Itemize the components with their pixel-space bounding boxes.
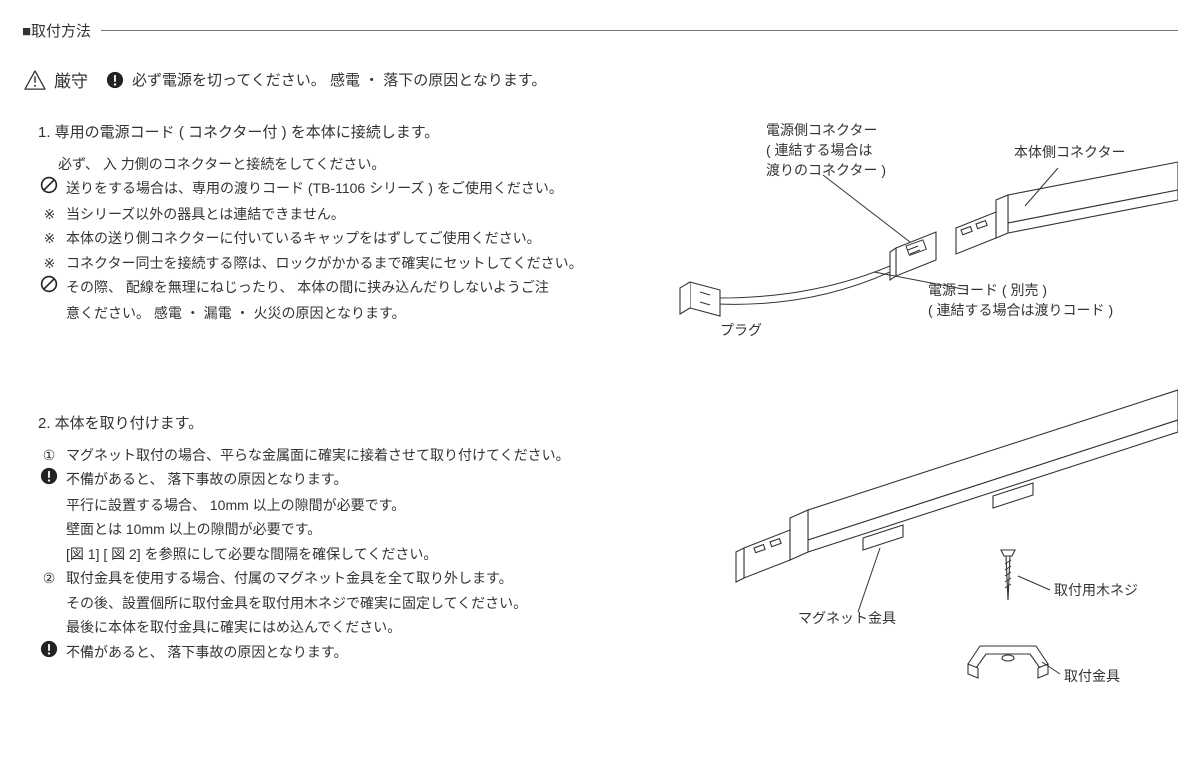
step1-line-2: ※ 当シリーズ以外の器具とは連結できません。 bbox=[22, 202, 640, 227]
diagram-1: 電源側コネクター ( 連結する場合は 渡りのコネクター ) 本体側コネクター 電… bbox=[658, 120, 1178, 350]
circled-1-marker: ① bbox=[38, 443, 60, 468]
caution-genshu: 厳守 bbox=[54, 67, 88, 92]
right-column: 電源側コネクター ( 連結する場合は 渡りのコネクター ) 本体側コネクター 電… bbox=[658, 120, 1178, 700]
diag2-label-b: 取付用木ネジ bbox=[1054, 580, 1138, 600]
main-columns: 1. 専用の電源コード ( コネクター付 ) を本体に接続します。 必ず、 入 … bbox=[22, 120, 1178, 700]
exclamation-circle-icon bbox=[38, 467, 60, 493]
step1-head-1: 1. 専用の電源コード ( コネクター付 ) を本体に接続します。 bbox=[38, 120, 640, 146]
title-text: ■取付方法 bbox=[22, 20, 91, 41]
step2-text-1: マグネット取付の場合、平らな金属面に確実に接着させて取り付けてください。 bbox=[66, 443, 570, 468]
step1-text-5a: その際、 配線を無理にねじったり、 本体の間に挟み込んだりしないようご注 bbox=[66, 275, 549, 300]
diag1-label-d: 本体側コネクター bbox=[1014, 142, 1125, 162]
note-marker: ※ bbox=[38, 226, 60, 251]
diag2-label-a: マグネット金具 bbox=[798, 608, 896, 628]
diag1-label-b: ( 連結する場合は bbox=[766, 140, 873, 160]
step2-text-2: 不備があると、 落下事故の原因となります。 bbox=[66, 467, 348, 492]
step1-text-5b: 意ください。 感電 ・ 漏電 ・ 火災の原因となります。 bbox=[22, 301, 640, 326]
step1-text-3: 本体の送り側コネクターに付いているキャップをはずしてご使用ください。 bbox=[66, 226, 541, 251]
step2-head: 2. 本体を取り付けます。 bbox=[38, 411, 640, 437]
step2-line-2: 不備があると、 落下事故の原因となります。 bbox=[22, 467, 640, 493]
step1-line-4: ※ コネクター同士を接続する際は、ロックがかかるまで確実にセットしてください。 bbox=[22, 251, 640, 276]
step1-line-5: その際、 配線を無理にねじったり、 本体の間に挟み込んだりしないようご注 bbox=[22, 275, 640, 301]
caution-text: 必ず電源を切ってください。 感電 ・ 落下の原因となります。 bbox=[132, 69, 546, 90]
note-marker: ※ bbox=[38, 251, 60, 276]
diagram-2: マグネット金具 取付用木ネジ 取付金具 bbox=[658, 380, 1178, 700]
prohibit-icon bbox=[38, 275, 60, 301]
diagram-2-svg bbox=[658, 380, 1178, 700]
step2-text-6: 取付金具を使用する場合、付属のマグネット金具を全て取り外します。 bbox=[66, 566, 513, 591]
step2-text-5: [図 1] [ 図 2] を参照にして必要な間隔を確保してください。 bbox=[22, 542, 640, 567]
step2-text-9: 不備があると、 落下事故の原因となります。 bbox=[66, 640, 348, 665]
step2-block: 2. 本体を取り付けます。 ① マグネット取付の場合、平らな金属面に確実に接着さ… bbox=[22, 411, 640, 665]
exclamation-circle-icon bbox=[106, 71, 124, 89]
circled-2-marker: ② bbox=[38, 566, 60, 591]
prohibit-icon bbox=[38, 176, 60, 202]
left-column: 1. 専用の電源コード ( コネクター付 ) を本体に接続します。 必ず、 入 … bbox=[22, 120, 640, 700]
step2-text-7: その後、設置個所に取付金具を取付用木ネジで確実に固定してください。 bbox=[22, 591, 640, 616]
exclamation-circle-icon bbox=[38, 640, 60, 666]
step2-text-3: 平行に設置する場合、 10mm 以上の隙間が必要です。 bbox=[22, 493, 640, 518]
step2-text-4: 壁面とは 10mm 以上の隙間が必要です。 bbox=[22, 517, 640, 542]
diag2-label-c: 取付金具 bbox=[1064, 666, 1120, 686]
diag1-label-e: 電源コード ( 別売 ) bbox=[928, 280, 1047, 300]
section-title: ■取付方法 bbox=[22, 20, 1178, 41]
note-marker: ※ bbox=[38, 202, 60, 227]
diag1-label-c: 渡りのコネクター ) bbox=[766, 160, 886, 180]
step2-line-9: 不備があると、 落下事故の原因となります。 bbox=[22, 640, 640, 666]
step1-line-3: ※ 本体の送り側コネクターに付いているキャップをはずしてご使用ください。 bbox=[22, 226, 640, 251]
title-rule bbox=[101, 30, 1178, 31]
step2-text-8: 最後に本体を取付金具に確実にはめ込んでください。 bbox=[22, 615, 640, 640]
diag1-label-a: 電源側コネクター bbox=[766, 120, 877, 140]
step1-line-1: 送りをする場合は、専用の渡りコード (TB-1106 シリーズ ) をご使用くだ… bbox=[22, 176, 640, 202]
step2-line-6: ② 取付金具を使用する場合、付属のマグネット金具を全て取り外します。 bbox=[22, 566, 640, 591]
warning-triangle-icon bbox=[24, 70, 46, 90]
step1-text-4: コネクター同士を接続する際は、ロックがかかるまで確実にセットしてください。 bbox=[66, 251, 583, 276]
diag1-label-f: ( 連結する場合は渡りコード ) bbox=[928, 300, 1113, 320]
caution-row: 厳守 必ず電源を切ってください。 感電 ・ 落下の原因となります。 bbox=[22, 67, 1178, 92]
step1-text-1: 送りをする場合は、専用の渡りコード (TB-1106 シリーズ ) をご使用くだ… bbox=[66, 176, 563, 201]
step1-text-2: 当シリーズ以外の器具とは連結できません。 bbox=[66, 202, 345, 227]
step1-head-2: 必ず、 入 力側のコネクターと接続をしてください。 bbox=[22, 152, 640, 177]
step2-line-1: ① マグネット取付の場合、平らな金属面に確実に接着させて取り付けてください。 bbox=[22, 443, 640, 468]
diag1-label-g: プラグ bbox=[720, 320, 762, 340]
